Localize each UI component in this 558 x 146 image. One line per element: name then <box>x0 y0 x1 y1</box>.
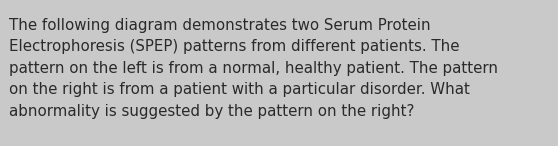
Text: The following diagram demonstrates two Serum Protein
Electrophoresis (SPEP) patt: The following diagram demonstrates two S… <box>9 18 498 119</box>
